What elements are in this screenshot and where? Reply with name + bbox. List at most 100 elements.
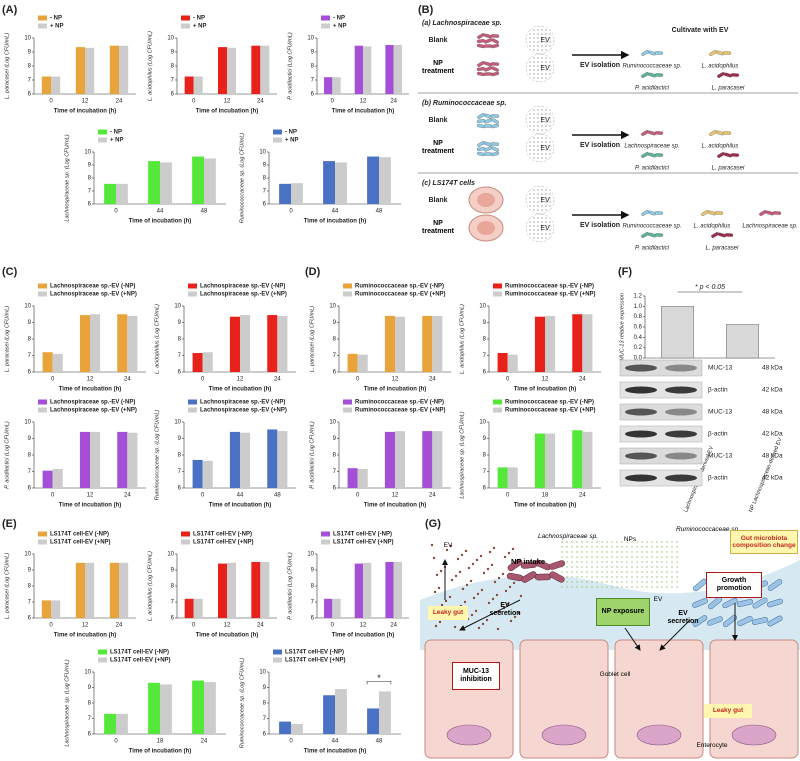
- bacterium: [641, 130, 649, 136]
- y-tick-label: 10: [307, 36, 314, 42]
- ev-cloud: [525, 133, 555, 163]
- bacterium: [722, 597, 738, 609]
- ev: [487, 601, 491, 605]
- bacterium: [477, 113, 485, 119]
- y-axis-label: P. acidilactici (Log CFU/mL): [287, 32, 293, 100]
- y-tick-label: 10: [84, 670, 91, 676]
- bar: [184, 598, 194, 618]
- ev: [471, 562, 475, 566]
- g-label: Lachnospiraceae sp.: [538, 533, 598, 541]
- y-axis-label: P. acidilactici (Log CFU/mL): [287, 552, 293, 620]
- panel-label: (F): [618, 266, 632, 278]
- bar: [192, 459, 203, 488]
- bar: [545, 315, 556, 372]
- y-tick-label: 6: [178, 486, 182, 492]
- g-label-box: EV: [444, 542, 453, 549]
- legend-swatch: [38, 291, 47, 297]
- nucleus: [636, 724, 682, 746]
- legend-label: Lachnospiraceae sp.-EV (-NP): [200, 400, 285, 406]
- legend-swatch: [343, 407, 352, 413]
- g-label: NPs: [623, 536, 637, 544]
- ev: [472, 596, 476, 600]
- x-axis-label: Time of incubation (h): [196, 109, 259, 115]
- bar: [109, 562, 119, 618]
- ev: [437, 586, 441, 590]
- x-axis-label: Time of incubation (h): [59, 387, 122, 393]
- y-tick-label: 10: [84, 150, 91, 156]
- legend-swatch: [181, 15, 190, 21]
- g-label-box: Gut microbiota composition change: [730, 530, 798, 554]
- ev: [470, 613, 474, 617]
- g-label-box: Goblet cell: [600, 671, 631, 678]
- bar: [572, 430, 583, 488]
- bar: [534, 433, 545, 488]
- blot-strip: [619, 425, 703, 443]
- ev-label: EV: [540, 145, 550, 152]
- bar: [41, 76, 51, 94]
- bar: [367, 708, 379, 734]
- y-tick-label: 6: [178, 370, 182, 376]
- ev: [479, 554, 483, 558]
- x-tick-label: 0: [289, 209, 293, 215]
- bacterium: [491, 38, 499, 44]
- x-tick-label: 12: [360, 99, 367, 105]
- legend-swatch: [98, 129, 107, 135]
- x-axis-label: Time of incubation (h): [514, 503, 577, 509]
- y-tick-label: 9: [178, 436, 182, 442]
- bar: [193, 598, 203, 618]
- y-tick-label: 10: [329, 304, 336, 310]
- np-cloud: [560, 540, 680, 590]
- bar: [291, 183, 303, 204]
- legend-label: Ruminococcaceae sp.-EV (-NP): [355, 400, 444, 406]
- bacterium: [751, 617, 769, 625]
- legend-label: Lachnospiraceae sp.-EV (+NP): [200, 408, 287, 414]
- x-tick-label: 0: [51, 377, 55, 383]
- legend-label: LS174T cell-EV (+NP): [285, 658, 346, 664]
- ev: [448, 595, 452, 599]
- bar: [202, 352, 213, 372]
- ev: [440, 603, 444, 607]
- y-tick-label: 9: [171, 568, 175, 574]
- legend-swatch: [181, 23, 190, 29]
- g-label-box: NP exposure: [596, 598, 650, 626]
- bar: [393, 562, 402, 618]
- legend-swatch: [321, 539, 330, 545]
- g-label-box: EV: [654, 596, 663, 603]
- y-tick-label: 10: [174, 304, 181, 310]
- x-axis-label: Time of incubation (h): [332, 109, 395, 115]
- x-axis-label: Time of incubation (h): [364, 387, 427, 393]
- bar: [51, 600, 61, 618]
- nucleus: [731, 724, 777, 746]
- legend-label: Lachnospiraceae sp.-EV (-NP): [50, 284, 135, 290]
- ev: [495, 593, 499, 597]
- y-tick-label: 9: [333, 320, 337, 326]
- ev: [454, 574, 458, 578]
- legend-label: + NP: [285, 138, 299, 144]
- nucleus: [477, 193, 495, 207]
- y-axis-label: Ruminococcaceae sp. (Log CFU/mL): [154, 410, 160, 501]
- bacterium: [490, 114, 500, 118]
- blot-label: MUC-13: [708, 409, 733, 416]
- ev: [486, 567, 490, 571]
- bar: [260, 45, 270, 94]
- arrow-label: EV isolation: [580, 62, 620, 69]
- output-label: Lachnospiraceae sp.: [742, 224, 797, 230]
- x-tick-label: 24: [390, 623, 397, 629]
- x-tick-label: 24: [124, 377, 131, 383]
- ev-label: EV: [540, 117, 550, 124]
- x-axis-label: Time of incubation (h): [364, 503, 427, 509]
- y-tick-label: 10: [24, 304, 31, 310]
- legend-swatch: [273, 657, 282, 663]
- bar: [347, 353, 358, 372]
- y-axis-label: MUC-13 relative expression: [619, 293, 625, 361]
- g-label: Gut microbiota composition change: [730, 530, 798, 554]
- treatment-label: NP treatment: [422, 139, 454, 155]
- bar: [432, 431, 443, 488]
- y-tick-label: 0.4: [634, 335, 643, 341]
- y-axis-label: L. paracasei (Log CFU/mL): [4, 553, 10, 619]
- y-tick-label: 10: [174, 420, 181, 426]
- g-label-box: MUC-13 inhibition: [452, 662, 500, 690]
- y-tick-label: 6: [311, 616, 315, 622]
- arrow: [624, 627, 641, 651]
